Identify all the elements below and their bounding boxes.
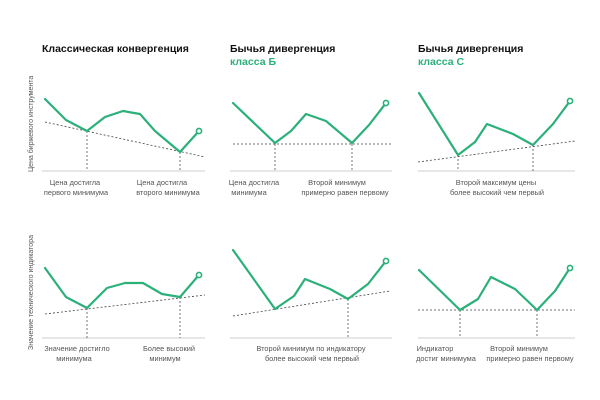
column-3-subtitle: класса С [418,56,464,68]
indicator-line-r2c1 [43,266,201,310]
end-marker-r2c3 [566,264,574,272]
annotation-r1c1-first-min: Цена достигла первого минимума [44,178,109,197]
trend-line-r1c3 [417,140,576,163]
column-2-title: Бычья дивергенция [230,43,335,55]
price-line-r1c3 [417,91,572,157]
annotation-r1c3-second-max: Второй максимум цены более высокий чем п… [450,178,544,197]
trend-line-r2c1 [44,294,206,315]
indicator-line-r2c2 [231,248,388,311]
annotation-r2c3-min: Индикатор достиг минимума [416,344,477,363]
column-3-title: Бычья дивергенция [418,43,523,55]
column-1-title: Классическая конвергенция [42,43,189,55]
end-marker-r1c1 [195,127,203,135]
annotation-r2c3-second-min: Второй минимум примерно равен первому [486,344,573,363]
end-marker-r2c2 [382,257,390,265]
column-2-subtitle: класса Б [230,56,276,68]
annotation-r2c1-min: Значение достигло минимума [44,344,112,363]
annotation-r1c2-second-min: Второй минимум примерно равен первому [301,178,388,197]
annotation-r2c1-higher-min: Более высокий минимум [143,344,197,363]
end-marker-r2c1 [195,271,203,279]
annotation-r2c2-higher-min: Второй минимум по индикатору более высок… [256,344,367,363]
end-marker-r1c3 [566,97,574,105]
annotation-r1c1-second-min: Цена достигла второго минимума [136,178,200,197]
price-line-r1c1 [43,97,201,154]
indicator-axis-label: Значение технического индикатора [28,235,35,350]
end-marker-r1c2 [382,99,390,107]
indicator-line-r2c3 [417,266,572,312]
price-line-r1c2 [231,101,388,145]
trend-line-r2c2 [232,290,391,317]
annotation-r1c2-min: Цена достигла минимума [229,178,281,197]
price-axis-label: Цена биржевого инструмента [27,76,35,172]
